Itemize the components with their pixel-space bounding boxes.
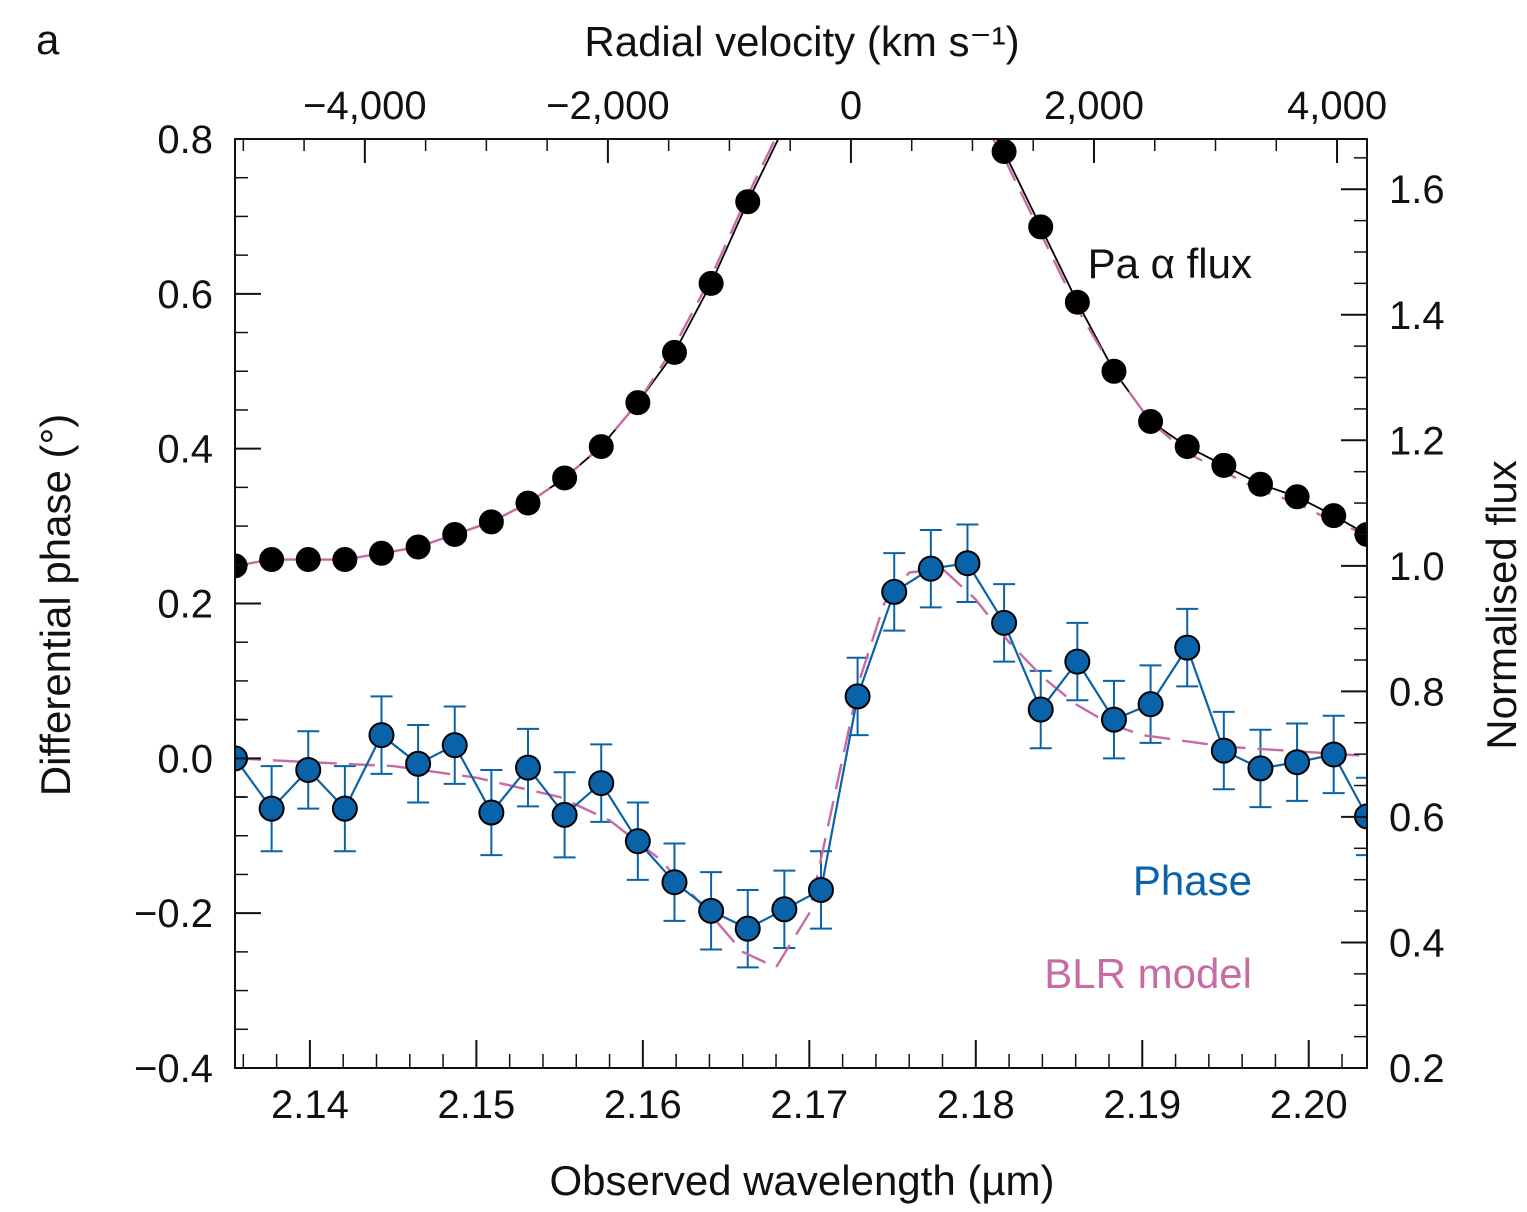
top-tick-label: 4,000 (1287, 84, 1387, 128)
phase-point (588, 770, 615, 797)
phase-point (698, 897, 725, 924)
flux-point (405, 534, 431, 560)
y-axis-right-label: Normalised flux (1478, 460, 1525, 749)
phase-point (405, 750, 432, 777)
panel-label: a (36, 16, 60, 63)
flux-point (625, 390, 651, 416)
phase-point (771, 896, 798, 923)
phase-point (1247, 755, 1274, 782)
phase-point (734, 915, 761, 942)
plot-clipped-group (235, 77, 1367, 969)
phase-point (331, 795, 358, 822)
y-right-tick-label: 0.2 (1389, 1047, 1445, 1091)
flux-point (1101, 358, 1127, 384)
phase-point (661, 869, 688, 896)
y-left-tick-label: 0.8 (157, 118, 213, 162)
phase-point (514, 754, 541, 781)
flux-point (235, 553, 248, 579)
plot-layer (235, 77, 1367, 969)
annotation-phase: Phase (1133, 857, 1252, 904)
x-tick-label: 2.14 (271, 1083, 349, 1127)
flux-point (332, 547, 358, 573)
x-axis-label: Observed wavelength (µm) (549, 1157, 1054, 1204)
x-tick-label: 2.17 (770, 1083, 848, 1127)
phase-point (1210, 737, 1237, 764)
flux-point (515, 490, 541, 516)
x-tick-label: 2.16 (604, 1083, 682, 1127)
flux-point (955, 77, 979, 101)
flux-point (259, 547, 285, 573)
phase-point (624, 828, 651, 855)
y-left-tick-label: 0.6 (157, 273, 213, 317)
phase-point (1027, 696, 1054, 723)
y-right-tick-label: 0.6 (1389, 796, 1445, 840)
y-right-tick-label: 0.4 (1389, 921, 1445, 965)
flux-point (1211, 452, 1237, 478)
y-axis-left-label: Differential phase (°) (32, 414, 79, 797)
flux-point (552, 465, 578, 491)
y-right-tick-label: 0.8 (1389, 670, 1445, 714)
x-tick-label: 2.15 (437, 1083, 515, 1127)
top-axis-label: Radial velocity (km s⁻¹) (584, 18, 1019, 65)
top-tick-label: −4,000 (303, 84, 426, 128)
flux-point (1321, 503, 1347, 529)
phase-point (1174, 634, 1201, 661)
phase-point (478, 799, 505, 826)
phase-point (551, 801, 578, 828)
y-right-tick-label: 1.2 (1389, 419, 1445, 463)
flux-point (1174, 434, 1200, 460)
phase-point (441, 732, 468, 759)
y-right-tick-label: 1.6 (1389, 168, 1445, 212)
y-left-tick-label: 0.0 (157, 737, 213, 781)
phase-point (881, 578, 908, 605)
flux-point (442, 521, 468, 547)
flux-point (1028, 214, 1054, 240)
flux-point (772, 114, 796, 138)
phase-model-line (235, 567, 1367, 969)
phase-point (1064, 648, 1091, 675)
phase-point (295, 756, 322, 783)
x-tick-label: 2.19 (1103, 1083, 1181, 1127)
flux-point (991, 139, 1017, 165)
flux-point (735, 189, 761, 215)
flux-point (698, 270, 724, 296)
y-left-tick-label: 0.4 (157, 428, 213, 472)
axis-layer: 2.14 2.15 2.16 2.17 2.18 2.19 2.20 −4,000 −2,000… (134, 84, 1445, 1127)
phase-point (368, 722, 395, 749)
phase-point (258, 795, 285, 822)
top-tick-label: −2,000 (546, 84, 669, 128)
flux-point (368, 540, 394, 566)
phase-point (1100, 706, 1127, 733)
phase-point (991, 609, 1018, 636)
flux-point (1138, 408, 1164, 434)
phase-point (1284, 749, 1311, 776)
y-right-tick-label: 1.4 (1389, 294, 1445, 338)
annotation-pa-alpha-flux: Pa α flux (1088, 240, 1252, 287)
flux-point (588, 434, 614, 460)
y-left-tick-label: −0.2 (134, 892, 213, 936)
phase-point (1320, 741, 1347, 768)
flux-point (1284, 484, 1310, 510)
phase-point (1137, 691, 1164, 718)
flux-point (1064, 289, 1090, 315)
flux-point (295, 547, 321, 573)
top-tick-label: 2,000 (1044, 84, 1144, 128)
y-right-tick-label: 1.0 (1389, 545, 1445, 589)
phase-point (844, 683, 871, 710)
x-tick-label: 2.18 (937, 1083, 1015, 1127)
y-left-tick-label: 0.2 (157, 583, 213, 627)
top-tick-label: 0 (840, 84, 862, 128)
phase-point (917, 555, 944, 582)
phase-point (807, 876, 834, 903)
flux-point (661, 339, 687, 365)
y-left-tick-label: −0.4 (134, 1047, 213, 1091)
annotation-layer: Pa α flux Phase BLR model (1044, 240, 1252, 997)
x-tick-label: 2.20 (1270, 1083, 1348, 1127)
flux-point (478, 509, 504, 535)
annotation-blr-model: BLR model (1044, 950, 1252, 997)
phase-point (954, 550, 981, 577)
flux-point (1247, 471, 1273, 497)
